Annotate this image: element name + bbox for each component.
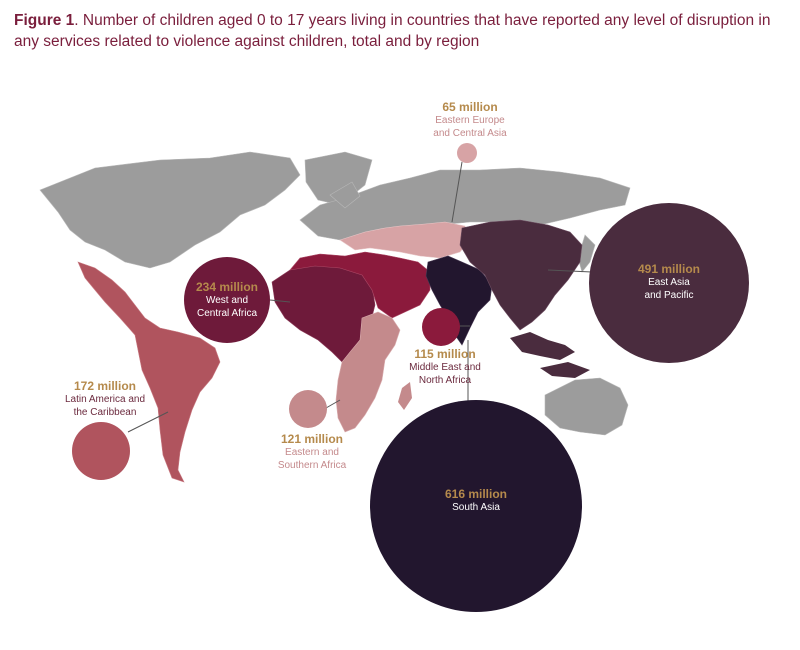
value-esa: 121 million (280, 432, 344, 446)
connector-esa (325, 399, 341, 409)
connector-lac (127, 411, 169, 433)
value-lac: 172 million (73, 379, 137, 393)
bubble-eapr (589, 203, 749, 363)
value-sa: 616 million (444, 487, 508, 501)
australia-shape (544, 377, 629, 436)
label-eeca: 65 million Eastern Europe and Central As… (420, 100, 520, 140)
connector-eapr (547, 269, 593, 273)
name-mena-line2: North Africa (418, 375, 472, 386)
name-sa-line1: South Asia (452, 502, 500, 513)
region-lac-shape (77, 261, 221, 483)
bubble-mena (422, 308, 460, 346)
region-esa-shape (335, 311, 401, 433)
label-lac: 172 million Latin America and the Caribb… (45, 379, 165, 419)
name-eeca-line2: and Central Asia (433, 128, 507, 139)
name-esa-line1: Eastern and (285, 447, 339, 458)
label-wca: 234 million West and Central Africa (182, 280, 272, 320)
bubble-esa (289, 390, 327, 428)
region-sa-shape (425, 255, 493, 346)
north-america-shape (39, 151, 301, 269)
figure-title: Figure 1. Number of children aged 0 to 1… (14, 10, 784, 52)
figure-caption: . Number of children aged 0 to 17 years … (14, 12, 771, 50)
value-eeca: 65 million (442, 100, 498, 114)
label-eapr: 491 million East Asia and Pacific (609, 262, 729, 302)
name-mena-line1: Middle East and (409, 362, 481, 373)
madagascar-shape (398, 382, 412, 410)
region-eapr-shape (459, 219, 583, 331)
name-wca-line2: Central Africa (196, 308, 258, 319)
label-mena: 115 million Middle East and North Africa (400, 347, 490, 387)
name-lac-line1: Latin America and (64, 394, 146, 405)
value-eapr: 491 million (637, 262, 701, 276)
name-esa-line2: Southern Africa (277, 460, 347, 471)
label-esa: 121 million Eastern and Southern Africa (262, 432, 362, 472)
region-mena-shape (289, 251, 431, 319)
bubble-wca (184, 257, 270, 343)
label-sa: 616 million South Asia (416, 487, 536, 514)
name-lac-line2: the Caribbean (73, 407, 137, 418)
figure-label: Figure 1 (14, 12, 75, 29)
connector-wca (269, 299, 291, 303)
bubble-eeca (457, 143, 477, 163)
connector-eeca (451, 161, 463, 223)
bubble-lac (72, 422, 130, 480)
name-eeca-line1: Eastern Europe (435, 115, 505, 126)
value-wca: 234 million (195, 280, 259, 294)
name-eapr-line1: East Asia (648, 277, 690, 288)
name-eapr-line2: and Pacific (644, 290, 694, 301)
name-wca-line1: West and (205, 295, 249, 306)
value-mena: 115 million (414, 347, 476, 361)
se-asia-islands-shape (510, 332, 590, 378)
bubble-sa (370, 400, 582, 612)
